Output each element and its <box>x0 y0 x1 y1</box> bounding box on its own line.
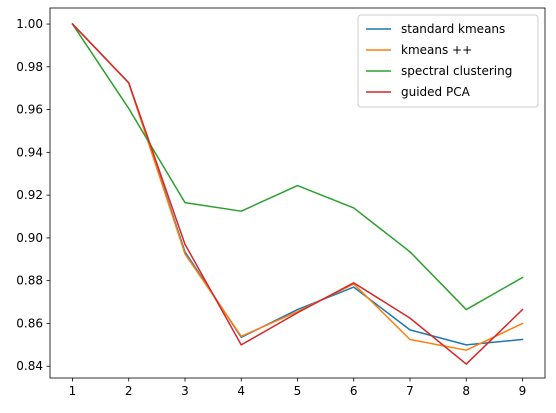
legend-box <box>357 14 539 108</box>
y-tick-label: 0.98 <box>16 60 43 74</box>
x-tick-label: 6 <box>350 384 358 398</box>
x-tick-label: 5 <box>294 384 302 398</box>
legend: standard kmeans kmeans ++ spectral cluster… <box>357 14 539 108</box>
x-tick-label: 3 <box>181 384 189 398</box>
x-axis: 1 2 3 4 5 6 7 8 9 <box>69 378 527 398</box>
legend-label: kmeans ++ <box>401 43 472 57</box>
x-tick-label: 1 <box>69 384 77 398</box>
y-tick-label: 1.00 <box>16 17 43 31</box>
y-tick-label: 0.90 <box>16 231 43 245</box>
legend-label: standard kmeans <box>401 22 505 36</box>
y-tick-label: 0.86 <box>16 316 43 330</box>
x-tick-label: 8 <box>462 384 470 398</box>
x-tick-label: 2 <box>125 384 133 398</box>
series-line-3 <box>71 23 524 311</box>
y-tick-label: 0.88 <box>16 274 43 288</box>
x-tick-label: 9 <box>519 384 527 398</box>
x-tick-label: 4 <box>237 384 245 398</box>
y-tick-label: 0.92 <box>16 188 43 202</box>
plot-frame <box>49 7 546 379</box>
y-tick-label: 0.84 <box>16 359 43 373</box>
series-line-4 <box>71 22 524 365</box>
y-tick-label: 0.94 <box>16 145 43 159</box>
legend-label: guided PCA <box>401 85 471 99</box>
y-tick-label: 0.96 <box>16 103 43 117</box>
x-tick-label: 7 <box>406 384 414 398</box>
legend-label: spectral clustering <box>401 64 512 78</box>
y-axis: 0.84 0.86 0.88 0.90 0.92 0.94 0.96 0.98 1.00 <box>16 17 50 373</box>
plot-lines <box>71 22 524 365</box>
